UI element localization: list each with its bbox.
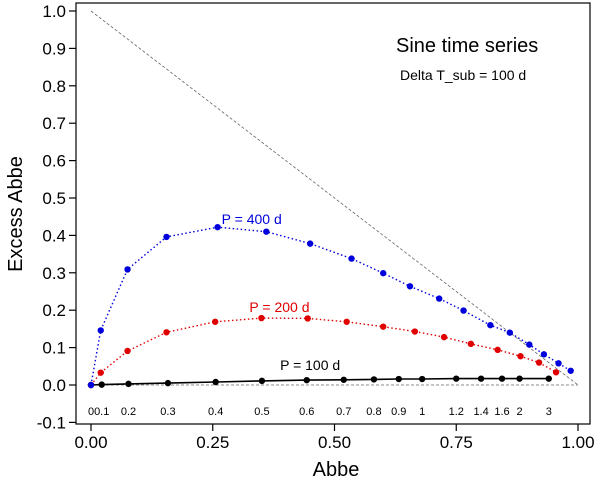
bottom-label: 0.6: [299, 406, 314, 418]
series-point-1: [467, 340, 475, 348]
series-point-2: [263, 228, 270, 235]
y-tick-label: 0.8: [42, 77, 66, 96]
series-point-1: [211, 318, 219, 325]
x-axis-title: Abbe: [313, 459, 360, 481]
series-point-1: [97, 369, 104, 376]
series-point-1: [535, 359, 543, 366]
series-point-2: [487, 321, 494, 329]
series-line-2: [90, 226, 572, 386]
bottom-label: 0.1: [94, 406, 109, 418]
series-point-1: [494, 346, 501, 354]
bottom-label: 0.8: [366, 406, 381, 418]
series-point-2: [555, 360, 562, 367]
series-point-0: [98, 381, 105, 388]
bottom-label: 0: [88, 406, 94, 418]
y-tick-label: 0.0: [42, 376, 66, 395]
series-point-0: [303, 376, 310, 384]
series-point-2: [163, 233, 170, 241]
series-point-0: [370, 376, 378, 383]
series-line-0: [90, 377, 549, 386]
series-point-2: [406, 283, 414, 290]
y-tick-label: 0.5: [42, 189, 66, 208]
x-tick-label: 0.00: [74, 433, 107, 452]
reference-line-diagonal: [90, 10, 579, 386]
chart-title: Sine time series: [396, 35, 538, 57]
series-label-1: P = 200 d: [249, 299, 309, 315]
bottom-label: 1.2: [449, 406, 464, 418]
reference-lines: [90, 10, 579, 386]
y-tick-label: 0.7: [42, 114, 66, 133]
series-point-0: [477, 375, 485, 382]
series-point-1: [124, 347, 131, 355]
series-label-0: P = 100 d: [280, 357, 340, 373]
y-tick-label: 0.2: [42, 301, 66, 320]
series-point-2: [540, 351, 548, 358]
axis-layer: 0.00 0.25 0.50 0.75 1.00-0.10.00.10.20.30.40…: [37, 2, 595, 452]
series-point-1: [304, 315, 311, 322]
y-tick-label: 0.1: [42, 339, 66, 358]
series-point-0: [125, 380, 132, 388]
bottom-label: 2: [516, 406, 522, 418]
series-point-1: [343, 318, 350, 325]
series-point-0: [545, 375, 552, 382]
series-point-2: [124, 266, 131, 273]
series-point-2: [348, 255, 355, 262]
x-tick-label: 1.00: [561, 433, 594, 452]
series-point-2: [567, 367, 574, 374]
series-point-1: [440, 333, 448, 341]
series-point-0: [418, 375, 426, 383]
bottom-label: 0.2: [121, 406, 136, 418]
x-tick-label: 0.25: [196, 433, 229, 452]
series-point-1: [163, 329, 170, 336]
series-label-2: P = 400 d: [222, 211, 282, 227]
bottom-label: 1: [419, 406, 425, 418]
series-point-0: [453, 375, 460, 382]
bottom-label: 1.4: [473, 406, 488, 418]
series-point-2: [87, 381, 95, 389]
series-point-0: [258, 377, 266, 385]
series-point-1: [517, 353, 524, 360]
series-point-2: [526, 341, 533, 348]
y-tick-label: 0.6: [42, 152, 66, 171]
plot-frame: [75, 2, 591, 425]
y-tick-label: 0.4: [42, 226, 66, 245]
x-tick-label: 0.75: [440, 433, 473, 452]
series-point-0: [164, 379, 172, 387]
bottom-label: 0.3: [160, 406, 175, 418]
bottom-label: 3: [546, 406, 552, 418]
bottom-label: 0.4: [208, 406, 223, 418]
series-point-0: [212, 378, 219, 386]
y-tick-label: -0.1: [37, 413, 66, 432]
series-point-0: [340, 376, 347, 383]
series-line-1: [90, 317, 557, 386]
y-tick-label: 0.9: [42, 39, 66, 58]
series-point-2: [460, 307, 467, 314]
series-point-1: [380, 323, 387, 330]
x-tick-label: 0.50: [318, 433, 351, 452]
chart-subtitle: Delta T_sub = 100 d: [400, 67, 526, 83]
series-point-1: [552, 369, 560, 376]
series-point-2: [214, 223, 221, 231]
series-point-0: [516, 375, 523, 382]
bottom-label: 0.5: [254, 406, 269, 418]
series-point-1: [258, 314, 265, 322]
series-point-2: [306, 240, 314, 247]
bottom-label: 0.9: [391, 406, 406, 418]
bottom-label: 1.6: [494, 406, 509, 418]
series-layer: P = 100 d P = 200 d P = 400 d: [87, 211, 574, 389]
series-point-0: [395, 375, 402, 383]
series-point-2: [506, 329, 514, 336]
y-tick-label: 0.3: [42, 264, 66, 283]
series-point-0: [498, 375, 506, 382]
series-point-2: [380, 269, 387, 277]
y-tick-label: 1.0: [42, 2, 66, 21]
y-axis-title: Excess Abbe: [5, 156, 27, 272]
bottom-label: 0.7: [336, 406, 351, 418]
series-point-2: [436, 295, 443, 302]
series-point-2: [97, 327, 104, 334]
series-point-1: [411, 328, 419, 335]
